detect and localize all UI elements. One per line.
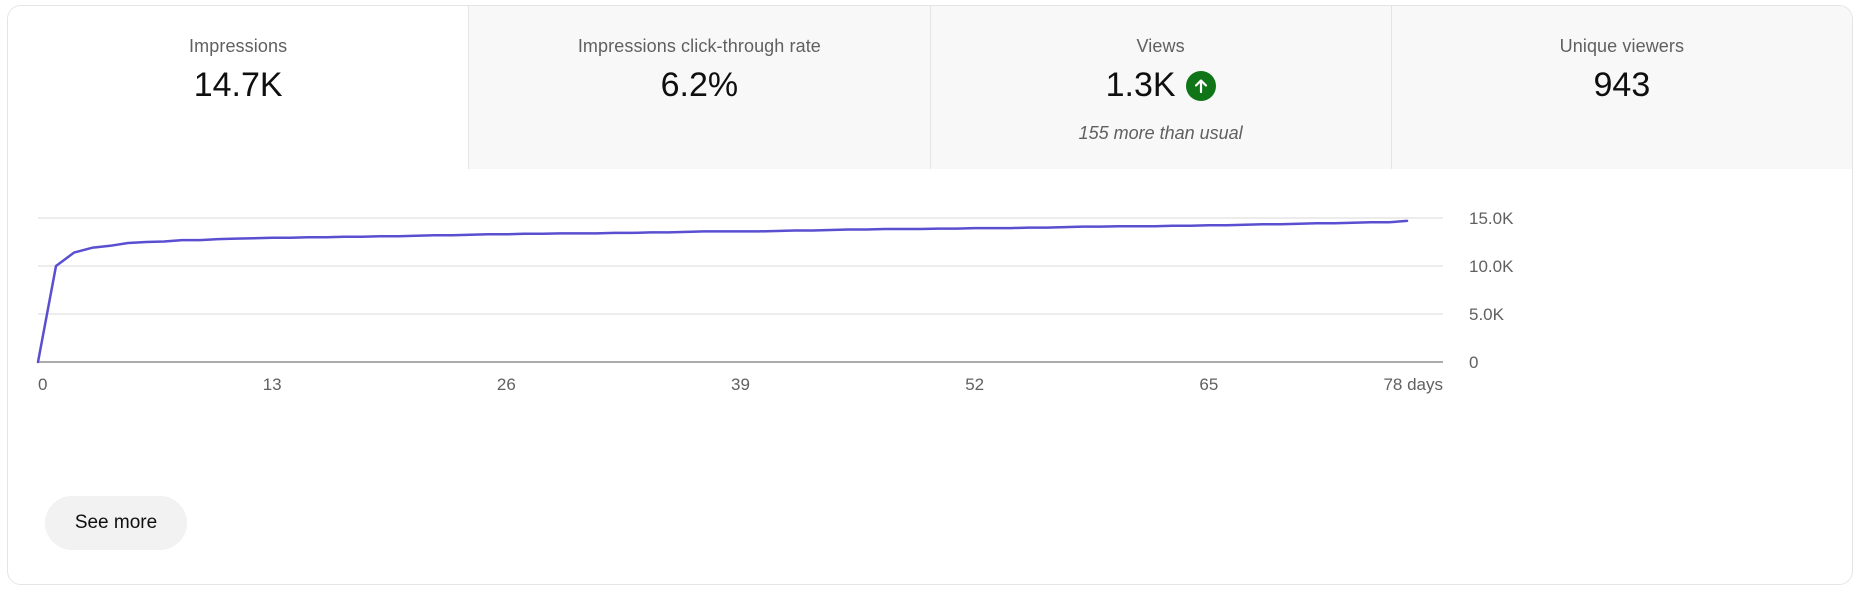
x-tick-label: 0 bbox=[38, 375, 47, 394]
tab-impressions-ctr[interactable]: Impressions click-through rate 6.2% bbox=[468, 6, 930, 169]
line-chart: 15.0K 10.0K 5.0K 0 0 13 26 39 52 65 78 days bbox=[36, 209, 1514, 394]
see-more-button[interactable]: See more bbox=[45, 496, 187, 550]
metric-tabs: Impressions 14.7K Impressions click-thro… bbox=[8, 6, 1852, 169]
tab-value: 1.3K bbox=[931, 66, 1391, 105]
y-tick-label: 10.0K bbox=[1469, 257, 1514, 276]
x-tick-label: 13 bbox=[263, 375, 282, 394]
series-line bbox=[36, 219, 1409, 364]
metric-value: 1.3K bbox=[1105, 66, 1176, 104]
y-tick-label: 5.0K bbox=[1469, 305, 1505, 324]
arrow-up-icon bbox=[1185, 70, 1216, 101]
metric-value: 14.7K bbox=[193, 66, 283, 104]
tab-value: 943 bbox=[1392, 66, 1852, 105]
y-tick-label: 15.0K bbox=[1469, 209, 1514, 228]
tab-unique-viewers[interactable]: Unique viewers 943 bbox=[1390, 6, 1852, 169]
tab-title: Views bbox=[1136, 36, 1185, 56]
x-tick-label: 78 days bbox=[1383, 375, 1443, 394]
tab-title: Impressions bbox=[189, 36, 288, 56]
x-tick-label: 26 bbox=[497, 375, 516, 394]
metric-value: 6.2% bbox=[660, 66, 739, 104]
metric-value: 943 bbox=[1593, 66, 1651, 104]
tab-title: Impressions click-through rate bbox=[577, 36, 821, 56]
tab-views[interactable]: Views 1.3K 155 more than usual bbox=[929, 6, 1391, 169]
tab-impressions[interactable]: Impressions 14.7K bbox=[8, 6, 469, 169]
x-tick-label: 65 bbox=[1199, 375, 1218, 394]
tab-value: 6.2% bbox=[469, 66, 929, 105]
analytics-card: Impressions 14.7K Impressions click-thro… bbox=[7, 5, 1853, 585]
impressions-chart: 15.0K 10.0K 5.0K 0 0 13 26 39 52 65 78 days bbox=[8, 169, 1852, 489]
x-tick-label: 52 bbox=[965, 375, 984, 394]
tab-value: 14.7K bbox=[8, 66, 468, 105]
y-tick-label: 0 bbox=[1469, 353, 1478, 372]
x-tick-label: 39 bbox=[731, 375, 750, 394]
trend-note: 155 more than usual bbox=[1078, 123, 1243, 143]
tab-title: Unique viewers bbox=[1559, 36, 1685, 56]
